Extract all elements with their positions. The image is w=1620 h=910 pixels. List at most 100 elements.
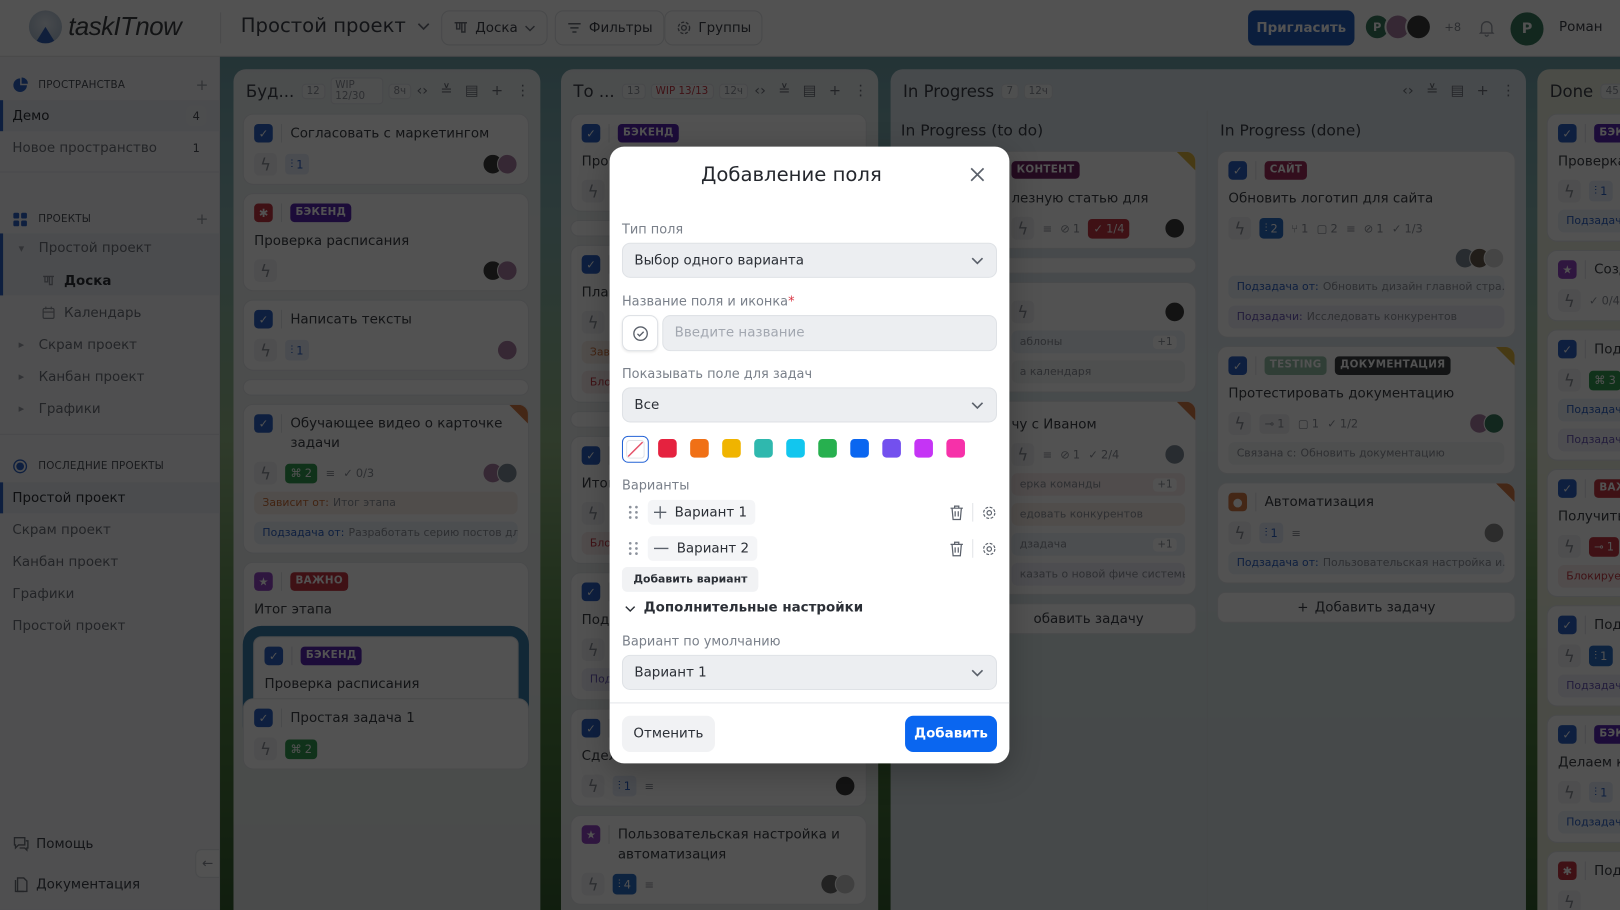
lightning-icon[interactable]: ϟ [581, 872, 605, 896]
lightning-icon[interactable]: ϟ [1011, 443, 1035, 466]
relation-row[interactable]: Связана с: Обновить документацию [1228, 442, 1505, 465]
lightning-icon[interactable]: ϟ [581, 638, 605, 662]
archive-icon[interactable]: ▤ [464, 82, 479, 100]
task-card[interactable]: ✓ TESTING ДОКУМЕНТАЦИЯ Протестировать докум… [1217, 346, 1516, 475]
lightning-icon[interactable]: ϟ [1558, 890, 1581, 910]
relation-row[interactable]: Подзадача [1558, 398, 1620, 422]
card-title[interactable]: Протестировать документацию [1228, 386, 1455, 402]
relation-more[interactable]: +1 [1153, 477, 1177, 492]
sidebar-project[interactable]: ▶ Канбан проект [0, 362, 219, 393]
task-card[interactable]: ★ Пользовательская настройка и автоматиза… [570, 814, 867, 905]
card-title[interactable]: Созда [1594, 262, 1620, 278]
member-avatars[interactable]: Р [1363, 13, 1432, 41]
collapse-sidebar-button[interactable]: ← [195, 849, 221, 878]
relation-row[interactable]: Подзадача [1558, 209, 1620, 233]
lightning-icon[interactable]: ϟ [1558, 289, 1581, 312]
lightning-icon[interactable]: ϟ [1558, 780, 1581, 804]
drag-handle-icon[interactable] [625, 505, 642, 519]
docs-link[interactable]: Документация [0, 869, 219, 900]
field-name-input[interactable] [662, 315, 997, 352]
lightning-icon[interactable]: ϟ [1558, 644, 1581, 668]
checkbox-icon[interactable]: ✓ [581, 446, 601, 465]
lightning-icon[interactable]: ϟ [1558, 535, 1581, 558]
lightning-icon[interactable]: ϟ [1558, 368, 1581, 392]
recent-project[interactable]: Скрам проект [0, 514, 219, 545]
task-card[interactable]: ✱ Под п ϟ [1546, 851, 1620, 910]
card-title[interactable]: Получить от заказчи [1558, 509, 1620, 525]
variant-chip[interactable]: Вариант 2 [647, 536, 758, 561]
card-title[interactable]: Подза [1594, 617, 1620, 634]
card-title[interactable]: Итог [581, 476, 615, 492]
more-icon[interactable]: ⋮ [1501, 82, 1516, 100]
advanced-settings-toggle[interactable]: Дополнительные настройки [624, 600, 863, 616]
checkbox-icon[interactable]: ✓ [254, 123, 273, 143]
relation-row[interactable]: Подзадачи [1558, 674, 1620, 698]
assignee-avatars[interactable] [482, 462, 518, 484]
relation-row[interactable]: Подзадача [1558, 810, 1620, 834]
lightning-icon[interactable]: ϟ [254, 338, 277, 362]
checkbox-icon[interactable]: ✓ [581, 255, 601, 274]
color-swatch[interactable] [754, 438, 773, 458]
checkbox-icon[interactable]: ✓ [254, 309, 273, 329]
task-card[interactable]: ✓ Подзаϟ ⫶1 Подзадачи [1546, 605, 1620, 707]
lightning-icon[interactable]: ϟ [1228, 216, 1252, 240]
card-title[interactable]: Делаем ко [1558, 755, 1620, 771]
project-switcher[interactable]: Простой проект [241, 14, 431, 37]
add-task-button[interactable]: + Добавить задачу [1217, 591, 1516, 623]
assignee-avatars[interactable] [1164, 301, 1186, 323]
task-card[interactable]: ✓ БЭКЕНД Делаем ко ϟ ⫶1 Подзадача [1546, 714, 1620, 843]
card-title[interactable]: Автоматизация [1264, 494, 1374, 511]
card-title[interactable]: Написать тексты [290, 311, 412, 328]
card-title[interactable]: Пользовательская настройка и автоматизац… [617, 827, 840, 863]
task-card[interactable]: ✓ БЭКЕНД Проверка ϟ ⫶1 Подзадача [1546, 113, 1620, 242]
sidebar-item-space[interactable]: Новое пространство 1 [0, 132, 219, 163]
collapsed-card[interactable] [242, 379, 529, 396]
assignee-avatars[interactable] [834, 775, 856, 797]
recent-project[interactable]: Графики [0, 578, 219, 609]
card-title[interactable]: Итог этапа [254, 602, 333, 618]
checkbox-icon[interactable]: ✓ [581, 582, 601, 602]
sidebar-project-simple[interactable]: ▼ Простой проект [0, 233, 220, 296]
assignee-avatars[interactable] [482, 260, 518, 281]
card-title[interactable]: Сдел [581, 748, 618, 765]
color-swatch-none[interactable] [621, 435, 649, 463]
compact-icon[interactable]: ≚ [1426, 82, 1439, 100]
relation-row[interactable]: дзадача +1 [1011, 532, 1186, 556]
lightning-icon[interactable]: ϟ [1558, 179, 1581, 203]
add-space-button[interactable]: + [195, 75, 209, 94]
relation-row[interactable]: Подзадачи [1558, 428, 1620, 452]
lightning-icon[interactable]: ϟ [1011, 300, 1035, 324]
assignee-avatars[interactable] [482, 153, 518, 175]
color-swatch[interactable] [850, 438, 869, 458]
color-swatch[interactable] [818, 438, 837, 458]
card-title[interactable]: лезную статью для [1011, 191, 1149, 207]
lightning-icon[interactable]: ϟ [254, 152, 277, 176]
compact-icon[interactable]: ≚ [778, 82, 791, 100]
lightning-icon[interactable]: ϟ [254, 737, 277, 761]
card-title[interactable]: Согласовать с маркетингом [290, 126, 490, 142]
sidebar-project[interactable]: ▶ Скрам проект [0, 329, 219, 360]
relation-row[interactable]: Подзадача от: Пользовательская настройка … [1228, 551, 1505, 575]
add-task-icon[interactable]: + [1476, 82, 1489, 100]
help-link[interactable]: Помощь [0, 828, 219, 859]
default-variant-select[interactable]: Вариант 1 [621, 654, 997, 690]
column-title[interactable]: In Progress [902, 81, 995, 101]
card-title[interactable]: Проверка расписания [264, 676, 420, 693]
trash-icon[interactable] [949, 504, 963, 520]
recent-project[interactable]: Канбан проект [0, 546, 219, 577]
checkbox-icon[interactable]: ✓ [1558, 725, 1577, 744]
relation-row[interactable]: аблоны +1 [1011, 330, 1186, 354]
checkbox-icon[interactable]: ✓ [1558, 479, 1577, 498]
assignee-avatars[interactable] [1483, 522, 1505, 544]
card-title[interactable]: Проверка расписания [254, 233, 410, 249]
relation-row[interactable]: Подзадача от:Разработать серию постов дл… [254, 521, 518, 545]
card-title[interactable]: Обучающее видео о карточке задачи [290, 416, 503, 452]
filters-button[interactable]: Фильтры [554, 10, 665, 46]
assignee-avatars[interactable] [1228, 247, 1505, 269]
archive-icon[interactable]: ▤ [1450, 82, 1465, 100]
recent-project[interactable]: Простой проект [0, 610, 219, 641]
relation-row[interactable]: Блокирует [1558, 564, 1620, 588]
checkbox-icon[interactable]: ✓ [254, 414, 273, 433]
user-avatar[interactable]: Р [1508, 10, 1546, 48]
collapse-icon[interactable]: ‹› [416, 82, 429, 100]
